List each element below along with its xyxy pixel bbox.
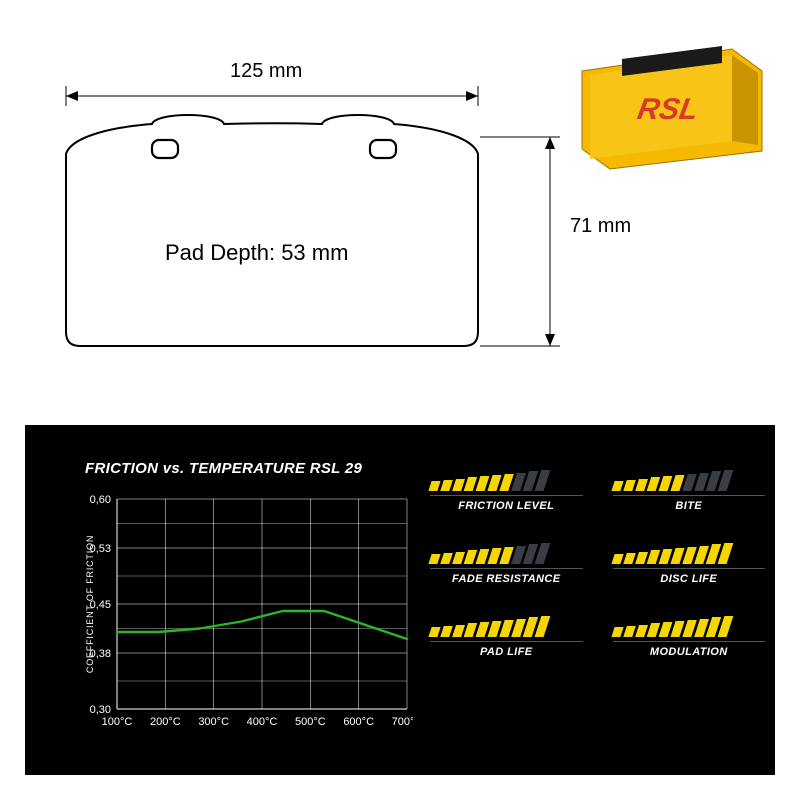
svg-text:COEFFICIENT OF FRICTION: COEFFICIENT OF FRICTION	[85, 535, 95, 673]
svg-text:500°C: 500°C	[295, 716, 326, 728]
product-image: RSL	[570, 35, 770, 170]
svg-text:700°C: 700°C	[392, 716, 413, 728]
svg-text:100°C: 100°C	[102, 716, 133, 728]
svg-text:600°C: 600°C	[343, 716, 374, 728]
brake-pad-outline	[60, 110, 490, 360]
svg-text:RSL: RSL	[635, 93, 701, 126]
rating-bite: BITE	[613, 469, 766, 512]
friction-chart: 0,600,530,450,380,30100°C200°C300°C400°C…	[83, 491, 413, 751]
rating-friction-level: FRICTION LEVEL	[430, 469, 583, 512]
svg-text:300°C: 300°C	[198, 716, 229, 728]
ratings-grid: FRICTION LEVEL BITE FADE RESISTANCE DISC LI…	[430, 469, 765, 688]
svg-text:0,30: 0,30	[90, 704, 111, 716]
rating-pad-life: PAD LIFE	[430, 615, 583, 658]
chart-title: FRICTION vs. TEMPERATURE RSL 29	[85, 460, 362, 477]
width-label: 125 mm	[230, 60, 302, 83]
svg-text:200°C: 200°C	[150, 716, 181, 728]
svg-text:0,60: 0,60	[90, 494, 111, 506]
height-label: 71 mm	[570, 215, 631, 238]
pad-depth-label: Pad Depth: 53 mm	[165, 240, 348, 266]
rating-disc-life: DISC LIFE	[613, 542, 766, 585]
rating-fade-resistance: FADE RESISTANCE	[430, 542, 583, 585]
svg-text:400°C: 400°C	[247, 716, 278, 728]
performance-panel: FRICTION vs. TEMPERATURE RSL 29 0,600,53…	[25, 425, 775, 775]
rating-modulation: MODULATION	[613, 615, 766, 658]
